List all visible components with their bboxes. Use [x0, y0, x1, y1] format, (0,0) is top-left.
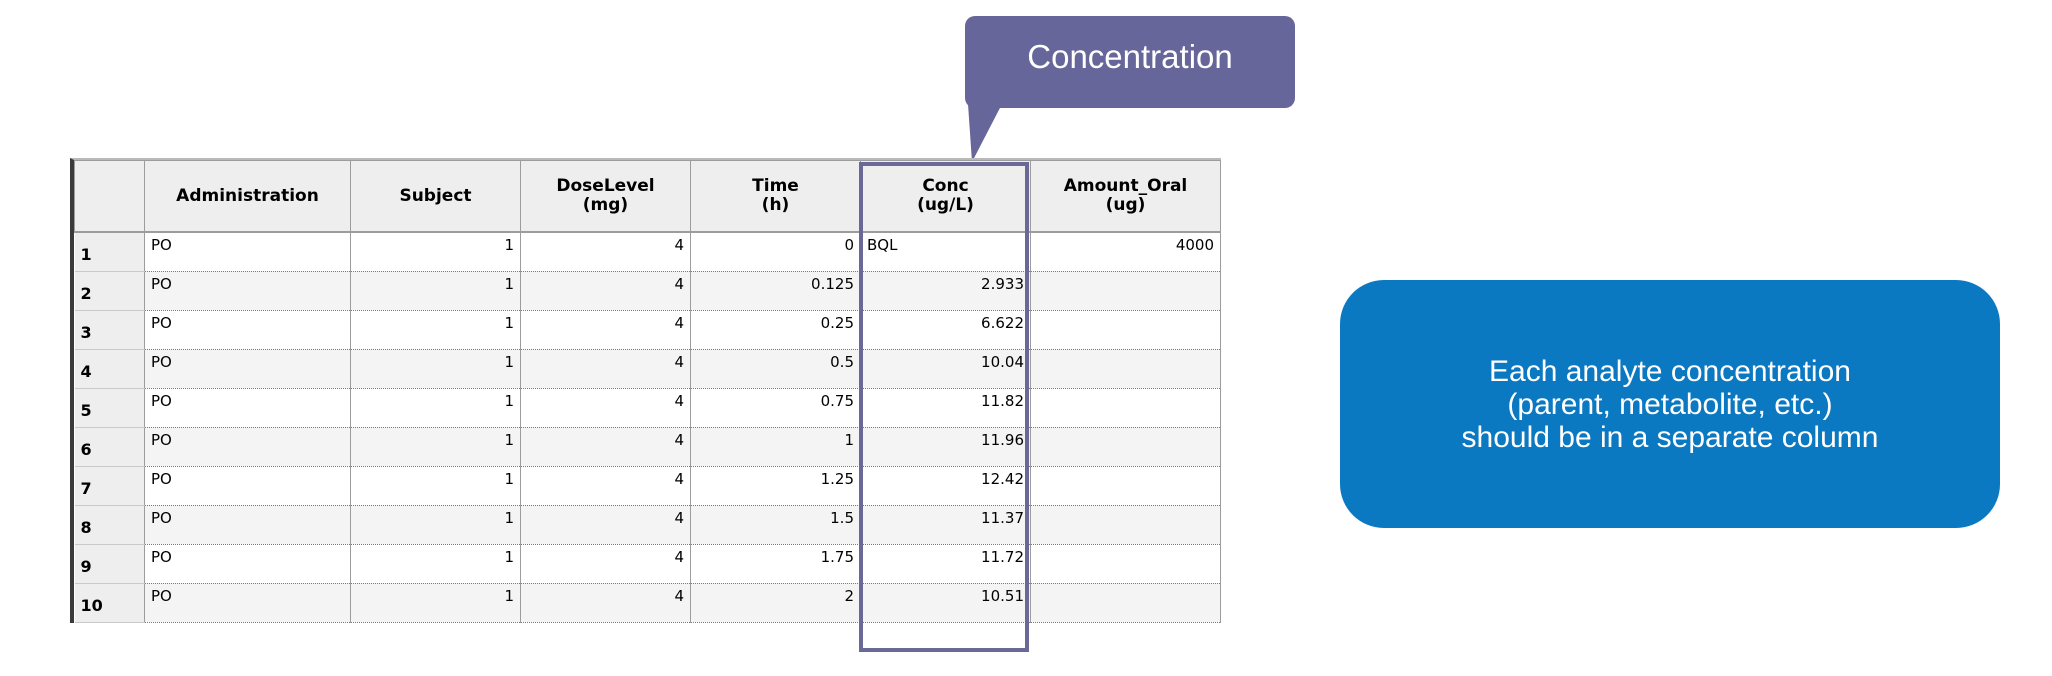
cell-amount-oral[interactable]: [1030, 427, 1221, 467]
note-text: Each analyte concentration (parent, meta…: [1461, 354, 1879, 454]
cell-administration[interactable]: PO: [144, 271, 351, 311]
row-number[interactable]: 10: [74, 583, 145, 623]
cell-amount-oral[interactable]: 4000: [1030, 232, 1221, 272]
column-header-subject[interactable]: Subject: [350, 160, 521, 233]
cell-conc[interactable]: 12.42: [860, 466, 1031, 506]
cell-time[interactable]: 0.125: [690, 271, 861, 311]
cell-time[interactable]: 0.25: [690, 310, 861, 350]
column-header-amount-oral[interactable]: Amount_Oral (ug): [1030, 160, 1221, 233]
row-number[interactable]: 6: [74, 427, 145, 467]
cell-time[interactable]: 1: [690, 427, 861, 467]
column-header-administration[interactable]: Administration: [144, 160, 351, 233]
row-number[interactable]: 1: [74, 232, 145, 272]
cell-doselevel[interactable]: 4: [520, 310, 691, 350]
row-number[interactable]: 5: [74, 388, 145, 428]
cell-administration[interactable]: PO: [144, 232, 351, 272]
cell-subject[interactable]: 1: [350, 466, 521, 506]
cell-amount-oral[interactable]: [1030, 466, 1221, 506]
cell-conc[interactable]: 6.622: [860, 310, 1031, 350]
cell-subject[interactable]: 1: [350, 271, 521, 311]
row-number[interactable]: 2: [74, 271, 145, 311]
cell-conc[interactable]: 10.04: [860, 349, 1031, 389]
cell-doselevel[interactable]: 4: [520, 232, 691, 272]
table-row: 2 PO 1 4 0.125 2.933: [74, 271, 1221, 311]
cell-conc[interactable]: 11.82: [860, 388, 1031, 428]
table-row: 8 PO 1 4 1.5 11.37: [74, 505, 1221, 545]
column-header-doselevel[interactable]: DoseLevel (mg): [520, 160, 691, 233]
column-header-time[interactable]: Time (h): [690, 160, 861, 233]
cell-subject[interactable]: 1: [350, 583, 521, 623]
row-number[interactable]: 9: [74, 544, 145, 584]
cell-subject[interactable]: 1: [350, 544, 521, 584]
cell-time[interactable]: 1.75: [690, 544, 861, 584]
table-row: 6 PO 1 4 1 11.96: [74, 427, 1221, 467]
cell-time[interactable]: 1.5: [690, 505, 861, 545]
cell-doselevel[interactable]: 4: [520, 544, 691, 584]
table-row: 5 PO 1 4 0.75 11.82: [74, 388, 1221, 428]
cell-time[interactable]: 0.75: [690, 388, 861, 428]
cell-amount-oral[interactable]: [1030, 583, 1221, 623]
data-grid: Administration Subject DoseLevel (mg) Ti…: [70, 158, 1221, 623]
callout-pointer: [968, 104, 1002, 162]
cell-amount-oral[interactable]: [1030, 271, 1221, 311]
cell-doselevel[interactable]: 4: [520, 427, 691, 467]
table-row: 4 PO 1 4 0.5 10.04: [74, 349, 1221, 389]
cell-doselevel[interactable]: 4: [520, 505, 691, 545]
cell-time[interactable]: 0: [690, 232, 861, 272]
analyte-note-bubble: Each analyte concentration (parent, meta…: [1340, 280, 2000, 528]
cell-administration[interactable]: PO: [144, 505, 351, 545]
cell-administration[interactable]: PO: [144, 544, 351, 584]
cell-administration[interactable]: PO: [144, 466, 351, 506]
cell-administration[interactable]: PO: [144, 349, 351, 389]
column-header-conc[interactable]: Conc (ug/L): [860, 160, 1031, 233]
cell-time[interactable]: 1.25: [690, 466, 861, 506]
cell-conc[interactable]: 11.37: [860, 505, 1031, 545]
cell-conc[interactable]: 10.51: [860, 583, 1031, 623]
table-row: 9 PO 1 4 1.75 11.72: [74, 544, 1221, 584]
header-row: Administration Subject DoseLevel (mg) Ti…: [74, 160, 1221, 233]
cell-doselevel[interactable]: 4: [520, 466, 691, 506]
cell-administration[interactable]: PO: [144, 388, 351, 428]
cell-doselevel[interactable]: 4: [520, 583, 691, 623]
table-row: 1 PO 1 4 0 BQL 4000: [74, 232, 1221, 272]
row-number[interactable]: 3: [74, 310, 145, 350]
row-number[interactable]: 4: [74, 349, 145, 389]
cell-amount-oral[interactable]: [1030, 349, 1221, 389]
cell-doselevel[interactable]: 4: [520, 271, 691, 311]
cell-subject[interactable]: 1: [350, 232, 521, 272]
cell-subject[interactable]: 1: [350, 388, 521, 428]
cell-time[interactable]: 2: [690, 583, 861, 623]
data-table: Administration Subject DoseLevel (mg) Ti…: [74, 160, 1221, 623]
table-row: 10 PO 1 4 2 10.51: [74, 583, 1221, 623]
cell-subject[interactable]: 1: [350, 427, 521, 467]
cell-administration[interactable]: PO: [144, 310, 351, 350]
cell-conc[interactable]: 11.72: [860, 544, 1031, 584]
cell-subject[interactable]: 1: [350, 349, 521, 389]
row-number[interactable]: 7: [74, 466, 145, 506]
cell-time[interactable]: 0.5: [690, 349, 861, 389]
cell-administration[interactable]: PO: [144, 427, 351, 467]
cell-amount-oral[interactable]: [1030, 544, 1221, 584]
table-row: 7 PO 1 4 1.25 12.42: [74, 466, 1221, 506]
cell-conc[interactable]: 2.933: [860, 271, 1031, 311]
cell-amount-oral[interactable]: [1030, 310, 1221, 350]
row-number[interactable]: 8: [74, 505, 145, 545]
table-row: 3 PO 1 4 0.25 6.622: [74, 310, 1221, 350]
cell-subject[interactable]: 1: [350, 505, 521, 545]
cell-administration[interactable]: PO: [144, 583, 351, 623]
cell-conc[interactable]: BQL: [860, 232, 1031, 272]
column-header-rownum[interactable]: [74, 160, 145, 233]
concentration-callout: Concentration: [965, 16, 1295, 108]
cell-amount-oral[interactable]: [1030, 505, 1221, 545]
cell-doselevel[interactable]: 4: [520, 349, 691, 389]
cell-subject[interactable]: 1: [350, 310, 521, 350]
cell-doselevel[interactable]: 4: [520, 388, 691, 428]
cell-amount-oral[interactable]: [1030, 388, 1221, 428]
callout-label: Concentration: [1027, 38, 1233, 75]
cell-conc[interactable]: 11.96: [860, 427, 1031, 467]
